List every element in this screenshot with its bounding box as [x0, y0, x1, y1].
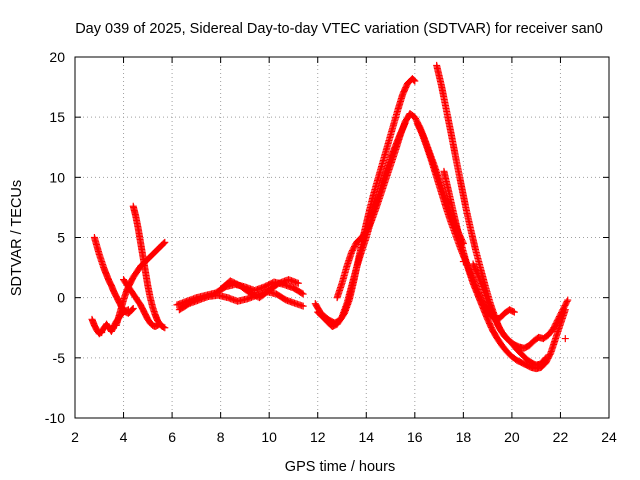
x-tick-label: 2 [71, 429, 79, 445]
data-point [410, 76, 418, 84]
data-point [299, 302, 307, 310]
x-tick-label: 20 [504, 429, 520, 445]
data-point [129, 304, 137, 312]
x-tick-label: 18 [456, 429, 472, 445]
data-point [541, 355, 549, 363]
x-tick-label: 14 [358, 429, 374, 445]
data-point [563, 297, 571, 305]
data-point [409, 75, 417, 83]
y-axis-label: SDTVAR / TECUs [9, 180, 25, 296]
y-tick-label: -10 [45, 410, 65, 426]
data-point [294, 279, 302, 287]
data-point [160, 239, 168, 247]
y-tick-label: 15 [49, 109, 65, 125]
data-point [123, 306, 131, 314]
x-tick-label: 16 [407, 429, 423, 445]
data-point [510, 308, 518, 316]
y-tick-label: -5 [53, 350, 66, 366]
x-tick-label: 6 [168, 429, 176, 445]
x-axis-label: GPS time / hours [285, 459, 395, 475]
data-point [98, 329, 106, 337]
x-tick-label: 10 [261, 429, 277, 445]
data-point [299, 290, 307, 298]
gridlines [75, 57, 609, 418]
chart-title: Day 039 of 2025, Sidereal Day-to-day VTE… [75, 21, 603, 37]
x-tick-label: 12 [310, 429, 326, 445]
x-tick-label: 24 [601, 429, 617, 445]
x-tick-label: 8 [217, 429, 225, 445]
data-point [459, 258, 467, 266]
y-tick-label: 5 [57, 230, 65, 246]
data-point [411, 77, 419, 85]
data-point [561, 335, 569, 343]
data-point [561, 306, 569, 314]
data-points [88, 61, 572, 373]
data-point [564, 296, 572, 304]
y-tick-label: 0 [57, 290, 65, 306]
data-point [542, 354, 550, 362]
data-point [161, 238, 169, 246]
x-tick-label: 4 [120, 429, 128, 445]
y-tick-label: 10 [49, 169, 65, 185]
y-tick-label: 20 [49, 49, 65, 65]
x-tick-label: 22 [553, 429, 569, 445]
data-point [298, 289, 306, 297]
data-point [161, 324, 169, 332]
data-point [159, 240, 167, 248]
data-point [124, 306, 132, 314]
data-point [160, 323, 168, 331]
data-point [509, 308, 517, 316]
